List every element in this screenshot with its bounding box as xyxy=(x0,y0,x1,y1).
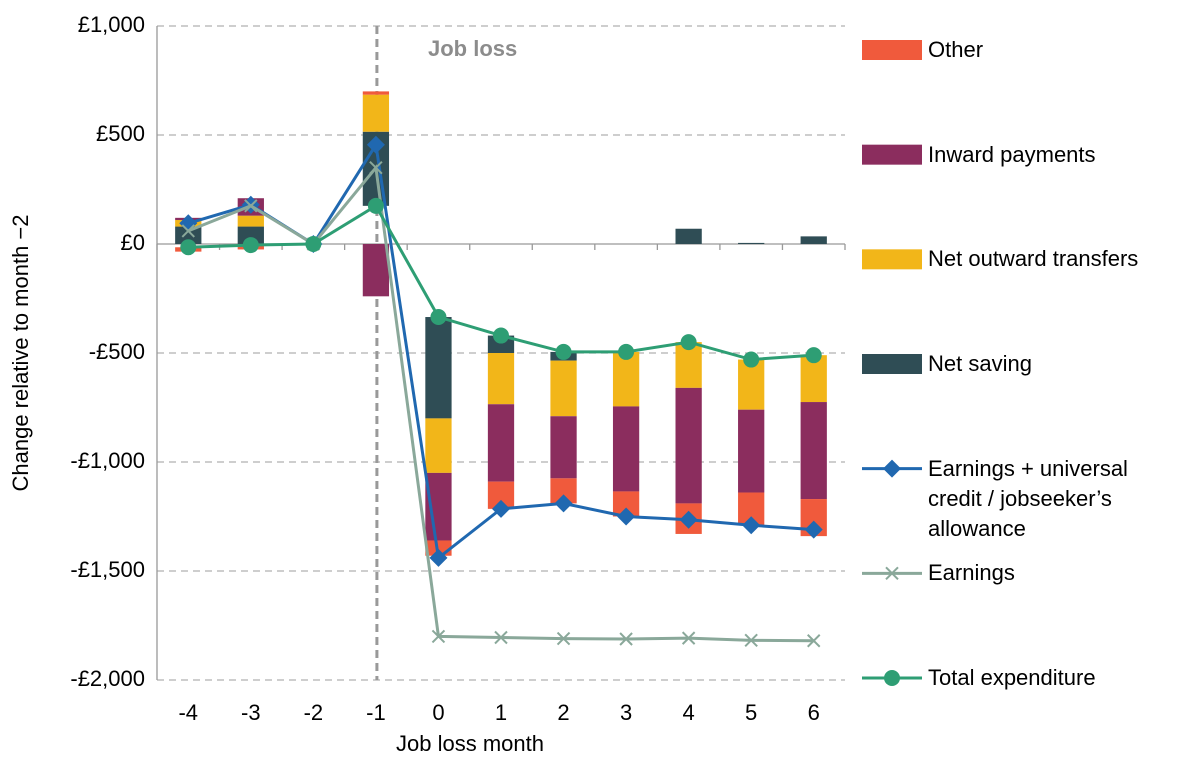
y-tick-label: -£1,000 xyxy=(70,448,145,473)
marker xyxy=(680,334,697,351)
bar-segment xyxy=(675,228,702,244)
y-tick-label: £1,000 xyxy=(78,12,145,37)
x-tick-label: 5 xyxy=(745,700,757,725)
legend-label: Inward payments xyxy=(928,141,1096,167)
bar-segment xyxy=(612,406,640,492)
marker xyxy=(804,520,823,539)
legend-swatch xyxy=(862,144,922,165)
bar-segment xyxy=(425,317,452,419)
bar-segment xyxy=(800,236,827,244)
x-tick-label: -3 xyxy=(241,700,261,725)
legend-swatch xyxy=(862,40,922,60)
y-axis-title: Change relative to month −2 xyxy=(8,214,33,491)
bar-segment xyxy=(800,402,827,500)
marker xyxy=(556,631,571,646)
bar-segment xyxy=(425,418,452,473)
marker xyxy=(369,160,383,175)
x-tick-label: -4 xyxy=(178,700,198,725)
marker xyxy=(305,236,322,252)
y-tick-label: £500 xyxy=(96,121,145,146)
marker xyxy=(493,327,509,344)
marker xyxy=(244,199,258,213)
marker xyxy=(555,343,572,360)
marker xyxy=(805,347,822,364)
marker xyxy=(366,135,385,154)
x-tick-label: 6 xyxy=(808,700,820,725)
x-tick-label: 2 xyxy=(557,700,569,725)
marker xyxy=(494,630,508,645)
y-tick-label: -£1,500 xyxy=(70,557,145,582)
bar-segment xyxy=(738,242,765,244)
marker xyxy=(367,197,384,214)
marker xyxy=(429,548,448,567)
bar-segment xyxy=(550,416,577,479)
x-tick-label: 4 xyxy=(683,700,695,725)
marker xyxy=(681,631,696,645)
marker xyxy=(492,499,510,518)
marker xyxy=(743,351,760,368)
y-tick-label: £0 xyxy=(121,230,145,255)
bar-segment xyxy=(237,215,264,227)
bar-segment xyxy=(738,359,765,410)
marker xyxy=(618,343,635,360)
y-tick-label: -£500 xyxy=(89,339,145,364)
bar-segment xyxy=(487,404,515,482)
marker xyxy=(807,634,821,648)
x-tick-label: -1 xyxy=(366,700,386,725)
legend-label: Total expenditure xyxy=(928,665,1096,690)
annotation: Job loss xyxy=(428,36,517,61)
marker xyxy=(554,494,573,513)
bar-segment xyxy=(362,244,390,297)
legend-swatch xyxy=(862,354,922,374)
marker xyxy=(430,309,447,326)
y-tick-label: -£2,000 xyxy=(70,666,145,691)
bar-segment xyxy=(550,360,577,417)
legend-swatch xyxy=(862,249,922,270)
marker xyxy=(884,670,900,686)
marker xyxy=(885,566,899,581)
marker xyxy=(181,224,195,238)
x-tick-label: -2 xyxy=(304,700,324,725)
x-axis-title: Job loss month xyxy=(396,731,544,756)
marker xyxy=(180,239,197,256)
marker xyxy=(883,459,901,478)
bar-segment xyxy=(738,409,765,493)
legend-label: Net saving xyxy=(928,351,1032,376)
legend-label: Earnings + universal credit / jobseeker’… xyxy=(928,455,1128,541)
marker xyxy=(742,516,761,535)
bar-segment xyxy=(175,226,202,244)
bar-segment xyxy=(237,226,264,244)
bar-segment xyxy=(362,94,390,132)
marker xyxy=(679,510,698,529)
bar-segment xyxy=(675,387,702,504)
marker xyxy=(619,632,633,646)
x-tick-label: 1 xyxy=(495,700,507,725)
legend-label: Earnings xyxy=(928,560,1015,586)
marker xyxy=(744,633,758,648)
x-tick-label: 3 xyxy=(620,700,632,725)
bar-segment xyxy=(487,353,515,405)
legend-label: Other xyxy=(928,37,984,62)
marker xyxy=(617,507,636,526)
legend-label: Net outward transfers xyxy=(928,246,1139,272)
marker xyxy=(242,237,259,254)
marker xyxy=(431,629,446,644)
bar-segment xyxy=(612,351,640,407)
x-tick-label: 0 xyxy=(432,700,444,725)
bar-segment xyxy=(362,91,390,95)
